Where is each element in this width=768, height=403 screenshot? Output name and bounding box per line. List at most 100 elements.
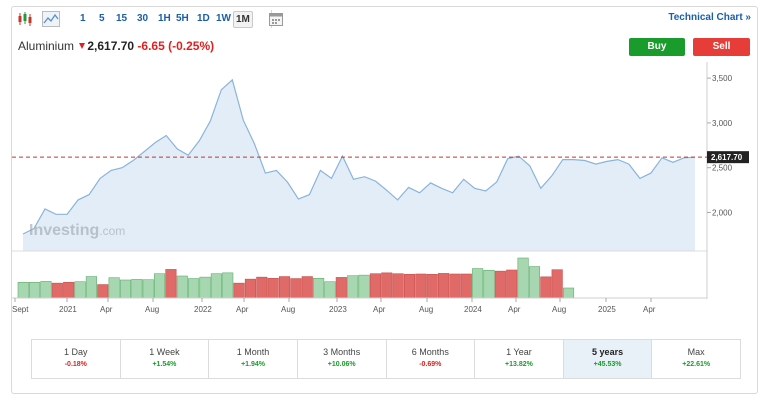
y-tick-label: 3,000 xyxy=(712,119,733,128)
period-label: 5 years xyxy=(592,347,624,357)
volume-bar xyxy=(460,273,472,299)
volume-bar xyxy=(210,273,222,299)
volume-bar xyxy=(29,281,41,299)
x-tick-label: Apr xyxy=(508,305,521,314)
volume-bar xyxy=(222,272,234,299)
area-chart-icon[interactable] xyxy=(42,11,60,27)
price-change: -6.65 xyxy=(137,39,165,53)
timeframe-1d[interactable]: 1D xyxy=(197,13,210,24)
volume-bar xyxy=(403,273,416,299)
timeframe-1w[interactable]: 1W xyxy=(216,13,231,24)
volume-bar xyxy=(415,273,427,299)
volume-bar xyxy=(358,274,370,299)
x-tick-label: Aug xyxy=(281,305,295,314)
price-area-fill xyxy=(23,79,695,252)
price-line xyxy=(22,78,696,235)
period-1-day[interactable]: 1 Day -0.18% xyxy=(32,340,121,378)
period-3-months[interactable]: 3 Months +10.06% xyxy=(298,340,387,378)
period-1-month[interactable]: 1 Month +1.94% xyxy=(209,340,298,378)
period-5-years[interactable]: 5 years +45.53% xyxy=(563,340,653,378)
x-tick-label: Apr xyxy=(100,305,113,314)
timeframe-1m[interactable]: 1M xyxy=(233,11,253,28)
volume-bar xyxy=(142,279,154,299)
volume-bar xyxy=(85,276,97,299)
volume-bar xyxy=(256,276,268,299)
volume-bar xyxy=(290,278,302,299)
x-tick-label: Apr xyxy=(373,305,386,314)
chart-toolbar: 1 5 15 30 1H 5H 1D 1W 1M Technical Chart… xyxy=(12,7,757,31)
volume-bar xyxy=(438,273,450,299)
volume-bar xyxy=(131,279,143,299)
volume-bar xyxy=(278,276,291,299)
volume-bar xyxy=(381,272,393,299)
volume-bar xyxy=(154,273,166,299)
y-tick-label: 3,500 xyxy=(712,74,733,83)
volume-bar xyxy=(267,277,279,299)
period-change: +10.06% xyxy=(327,361,356,368)
price-change-percent: (-0.25%) xyxy=(168,39,215,53)
timeframe-5h[interactable]: 5H xyxy=(176,13,189,24)
volume-bar xyxy=(313,277,325,299)
x-tick-label: Aug xyxy=(145,305,159,314)
candlestick-icon[interactable] xyxy=(17,11,33,27)
period-label: 3 Months xyxy=(323,347,361,357)
volume-bar xyxy=(483,269,495,299)
watermark-logo: Investing.com xyxy=(29,222,125,239)
y-tick-label: 2,500 xyxy=(712,164,733,173)
volume-bar xyxy=(108,277,120,299)
volume-bar xyxy=(449,273,461,299)
timeframe-1h[interactable]: 1H xyxy=(158,13,171,24)
period-change: +1.54% xyxy=(152,361,177,368)
period-1-year[interactable]: 1 Year +13.82% xyxy=(475,340,564,378)
period-change: +13.82% xyxy=(505,361,533,368)
period-6-months[interactable]: 6 Months -0.69% xyxy=(387,340,476,378)
volume-bar xyxy=(119,279,132,299)
volume-bar xyxy=(494,270,506,299)
down-arrow-icon xyxy=(79,43,86,49)
period-label: 6 Months xyxy=(411,347,449,357)
volume-bar xyxy=(233,282,245,299)
volume-bar xyxy=(335,277,347,299)
calendar-icon[interactable] xyxy=(268,11,284,27)
x-tick-label: 2023 xyxy=(329,305,347,314)
timeframe-5[interactable]: 5 xyxy=(99,13,105,24)
timeframe-1[interactable]: 1 xyxy=(80,13,86,24)
price-chart[interactable]: Investing.com 2,000 2,500 3,000 3,500 2,617.… xyxy=(12,7,757,337)
period-change: -0.18% xyxy=(64,361,87,368)
period-change: +45.53% xyxy=(593,361,622,368)
volume-bar xyxy=(426,273,438,299)
period-label: 1 Week xyxy=(149,347,180,357)
period-max[interactable]: Max +22.61% xyxy=(652,340,740,378)
volume-bar xyxy=(324,281,336,299)
volume-bar xyxy=(176,275,188,299)
sell-button[interactable]: Sell xyxy=(693,38,750,56)
period-label: 1 Month xyxy=(236,347,270,357)
buy-button[interactable]: Buy xyxy=(629,38,685,56)
volume-bar xyxy=(301,276,313,299)
volume-bar xyxy=(51,282,63,299)
volume-bar xyxy=(528,266,541,299)
period-label: 1 Year xyxy=(506,347,532,357)
period-1-week[interactable]: 1 Week +1.54% xyxy=(121,340,210,378)
volume-bar xyxy=(392,273,404,299)
timeframe-30[interactable]: 30 xyxy=(137,13,149,24)
volume-bar xyxy=(562,287,575,299)
last-price: 2,617.70 xyxy=(87,39,135,53)
timeframe-15[interactable]: 15 xyxy=(116,13,128,24)
performance-bar: 1 Day -0.18% 1 Week +1.54% 1 Month +1.94% 3 Mo… xyxy=(31,339,741,379)
volume-bar xyxy=(347,275,359,299)
volume-bar xyxy=(517,257,529,299)
volume-bar xyxy=(472,268,484,299)
technical-chart-link[interactable]: Technical Chart » xyxy=(668,12,751,23)
period-label: 1 Day xyxy=(64,347,88,357)
volume-bar xyxy=(74,281,86,299)
x-tick-label: Apr xyxy=(643,305,656,314)
period-label: Max xyxy=(687,347,705,357)
volume-bar xyxy=(97,284,109,299)
volume-bar xyxy=(244,278,256,299)
x-tick-label: 2022 xyxy=(194,305,212,314)
volume-bar xyxy=(369,273,381,299)
volume-bar xyxy=(540,276,552,299)
volume-bar xyxy=(188,278,200,299)
current-price-tag xyxy=(707,151,749,164)
